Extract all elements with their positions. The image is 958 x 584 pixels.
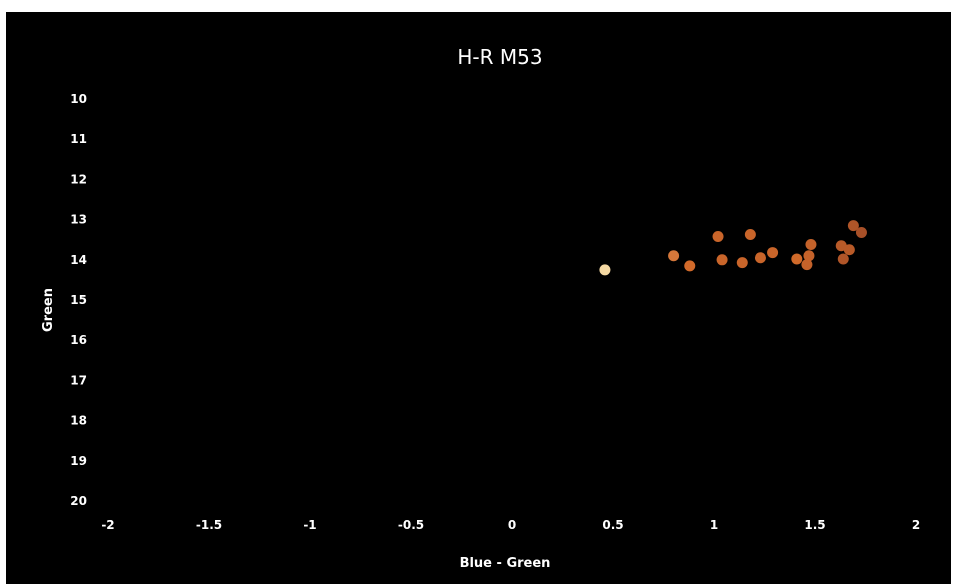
data-point — [801, 259, 813, 271]
data-point — [791, 253, 803, 265]
data-point — [837, 253, 849, 265]
data-point — [754, 252, 766, 264]
y-tick-label: 19 — [70, 454, 87, 468]
y-tick-label: 18 — [70, 414, 87, 428]
data-point — [803, 250, 815, 262]
data-point — [767, 247, 779, 259]
x-tick-label: 2 — [912, 518, 920, 532]
data-point — [599, 264, 611, 276]
x-axis-ticks: -2 -1.5 -1 -0.5 0 0.5 1 1.5 2 — [101, 518, 920, 532]
y-tick-label: 12 — [70, 172, 87, 186]
y-tick-label: 15 — [70, 293, 87, 307]
y-tick-label: 11 — [70, 132, 87, 146]
y-axis-ticks: 10 11 12 13 14 15 16 17 18 19 20 — [70, 92, 87, 508]
x-tick-label: 0 — [508, 518, 516, 532]
data-point — [684, 260, 696, 272]
data-point — [847, 220, 859, 232]
y-axis-label: Green — [41, 288, 56, 332]
y-tick-label: 17 — [70, 373, 87, 387]
x-axis-label: Blue - Green — [460, 556, 551, 571]
data-points — [599, 220, 867, 276]
x-tick-label: 1 — [710, 518, 718, 532]
data-point — [712, 230, 724, 242]
data-point — [716, 254, 728, 266]
x-tick-label: 0.5 — [602, 518, 623, 532]
y-tick-label: 16 — [70, 333, 87, 347]
data-point — [805, 239, 817, 251]
x-tick-label: -1.5 — [196, 518, 222, 532]
data-point — [744, 228, 756, 240]
data-point — [736, 257, 748, 269]
data-point — [843, 244, 855, 256]
x-tick-label: -1 — [303, 518, 316, 532]
x-tick-label: 1.5 — [804, 518, 825, 532]
chart-area — [6, 12, 951, 584]
x-tick-label: -0.5 — [398, 518, 424, 532]
y-tick-label: 13 — [70, 213, 87, 227]
chart-title: H-R M53 — [457, 45, 542, 69]
data-point — [668, 250, 680, 262]
y-tick-label: 20 — [70, 494, 87, 508]
y-tick-label: 10 — [70, 92, 87, 106]
data-point — [855, 226, 867, 238]
y-tick-label: 14 — [70, 253, 87, 267]
x-tick-label: -2 — [101, 518, 114, 532]
